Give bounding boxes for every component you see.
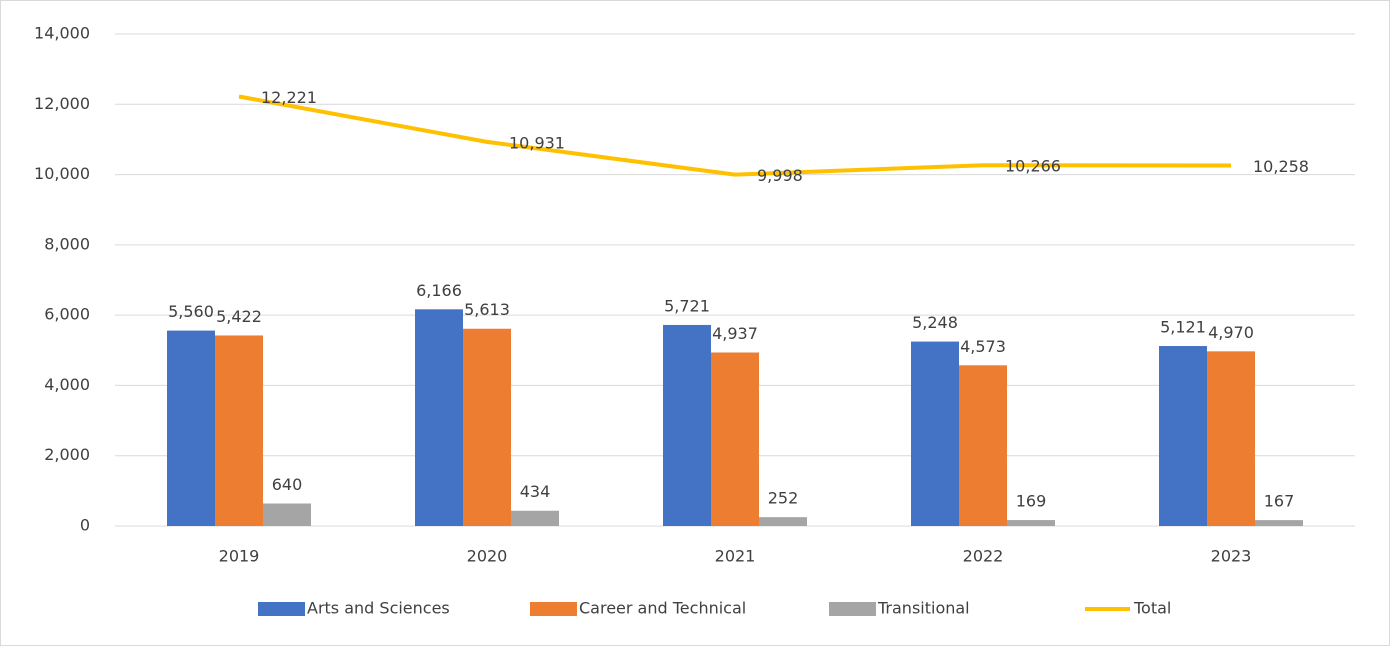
data-label: 4,970 bbox=[1208, 323, 1254, 342]
data-label: 5,121 bbox=[1160, 318, 1206, 337]
data-label: 6,166 bbox=[416, 281, 462, 300]
bar bbox=[1159, 346, 1207, 526]
bar bbox=[415, 309, 463, 526]
data-label: 9,998 bbox=[757, 166, 803, 185]
legend-swatch bbox=[530, 602, 577, 616]
legend-swatch bbox=[258, 602, 305, 616]
legend-label: Career and Technical bbox=[579, 599, 746, 618]
y-tick-label: 8,000 bbox=[44, 234, 90, 253]
data-label: 5,422 bbox=[216, 307, 262, 326]
data-label: 169 bbox=[1016, 492, 1047, 511]
data-label: 12,221 bbox=[261, 88, 317, 107]
y-tick-label: 2,000 bbox=[44, 445, 90, 464]
bar bbox=[959, 365, 1007, 526]
y-tick-label: 12,000 bbox=[34, 94, 90, 113]
data-label: 10,931 bbox=[509, 133, 565, 152]
bar bbox=[663, 324, 711, 526]
bar bbox=[167, 330, 215, 526]
bar bbox=[263, 503, 311, 526]
legend-swatch bbox=[829, 602, 876, 616]
y-tick-label: 4,000 bbox=[44, 375, 90, 394]
data-label: 10,258 bbox=[1253, 157, 1309, 176]
data-label: 5,613 bbox=[464, 300, 510, 319]
y-tick-label: 10,000 bbox=[34, 164, 90, 183]
data-label: 5,721 bbox=[664, 296, 710, 315]
data-label: 640 bbox=[272, 475, 303, 494]
data-label: 167 bbox=[1264, 492, 1295, 511]
x-tick-label: 2020 bbox=[467, 547, 508, 566]
data-label: 434 bbox=[520, 482, 551, 501]
bar bbox=[711, 352, 759, 526]
bar bbox=[511, 510, 559, 526]
legend-label: Total bbox=[1133, 599, 1171, 618]
data-label: 10,266 bbox=[1005, 157, 1061, 176]
y-tick-label: 0 bbox=[80, 516, 90, 535]
y-tick-label: 14,000 bbox=[34, 24, 90, 43]
x-tick-label: 2021 bbox=[715, 547, 756, 566]
bar bbox=[1255, 520, 1303, 526]
data-label: 5,248 bbox=[912, 313, 958, 332]
bar bbox=[911, 341, 959, 526]
x-tick-label: 2023 bbox=[1211, 547, 1252, 566]
y-tick-label: 6,000 bbox=[44, 305, 90, 324]
bar bbox=[759, 517, 807, 526]
bar bbox=[1207, 351, 1255, 526]
data-label: 5,560 bbox=[168, 302, 214, 321]
bar bbox=[215, 335, 263, 526]
x-tick-label: 2022 bbox=[963, 547, 1004, 566]
legend-label: Arts and Sciences bbox=[307, 599, 450, 618]
bar bbox=[1007, 520, 1055, 526]
data-label: 4,573 bbox=[960, 337, 1006, 356]
data-label: 252 bbox=[768, 489, 799, 508]
data-label: 4,937 bbox=[712, 324, 758, 343]
bar bbox=[463, 328, 511, 526]
line-series bbox=[238, 94, 1232, 177]
legend-label: Transitional bbox=[877, 599, 970, 618]
x-tick-label: 2019 bbox=[219, 547, 260, 566]
